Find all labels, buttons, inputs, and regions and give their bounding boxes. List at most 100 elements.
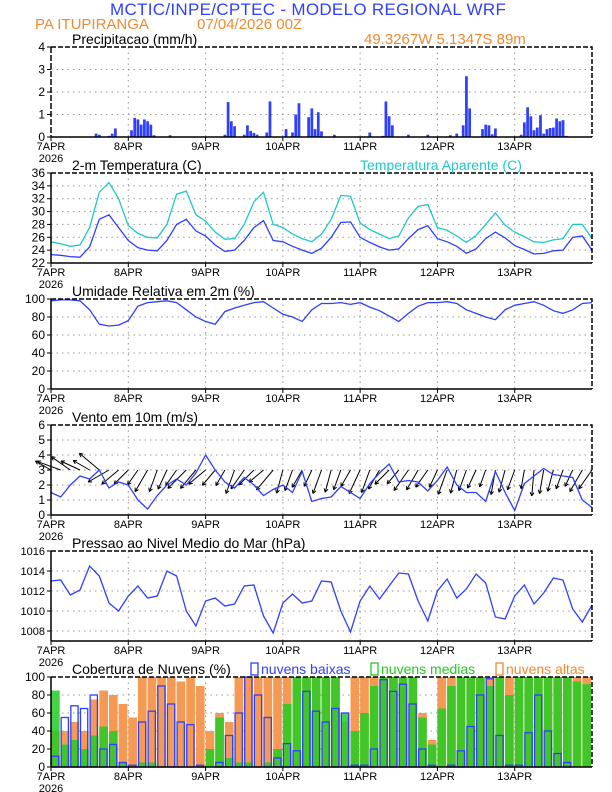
series-line-main <box>50 299 593 327</box>
precip-bar <box>545 129 549 137</box>
cloud-bar-nuvens-medias <box>456 677 466 767</box>
wind-arrow-head <box>437 490 442 495</box>
y-tick-label: 40 <box>32 724 46 738</box>
y-tick-label: 1008 <box>21 626 45 638</box>
cloud-bar-nuvens-medias <box>563 677 572 767</box>
precip-bar <box>233 126 236 137</box>
wind-arrow <box>51 456 71 471</box>
precip-bar <box>551 127 555 137</box>
series-line-main <box>50 213 593 258</box>
cloud-bar-nuvens-altas <box>176 681 186 767</box>
cloud-bar-nuvens-altas <box>224 722 234 767</box>
cloud-bar-nuvens-medias <box>292 677 302 767</box>
plot-frame <box>51 676 593 767</box>
cloud-bar-nuvens-medias <box>340 713 350 767</box>
x-tick-label: 13APR <box>497 141 532 153</box>
wind-arrow <box>312 469 322 494</box>
cloud-bar-nuvens-medias <box>224 758 234 767</box>
precip-bar <box>494 128 497 137</box>
x-tick-label: 10APR <box>265 267 300 279</box>
wind-arrow <box>406 469 419 491</box>
precip-bar <box>310 108 314 137</box>
precip-bar <box>368 132 372 137</box>
plot-frame <box>51 298 593 389</box>
wind-arrow-head <box>449 489 454 494</box>
wind-arrow-head <box>201 481 207 486</box>
cloud-bar-nuvens-medias <box>118 762 128 767</box>
station-coordinates: 49.3267W 5.1347S 89m <box>364 31 526 48</box>
x-tick-label: 8APR <box>114 141 143 153</box>
x-tick-label: 8APR <box>114 393 143 405</box>
year-label: 2026 <box>39 657 63 669</box>
panel-3 <box>47 298 593 393</box>
precip-bar <box>114 128 117 137</box>
cloud-bar-nuvens-altas <box>244 677 253 767</box>
cloud-bar-nuvens-medias <box>234 762 244 767</box>
y-tick-label: 1012 <box>21 586 45 598</box>
x-tick-label: 9APR <box>191 141 220 153</box>
precip-bar <box>268 101 272 137</box>
wind-arrow-head <box>167 484 172 489</box>
precip-bar <box>97 134 101 137</box>
cloud-bar-nuvens-medias <box>495 677 505 767</box>
precip-bar <box>130 130 133 137</box>
wind-arrow <box>165 469 177 486</box>
precip-bar <box>320 131 323 137</box>
y-tick-label: 1010 <box>21 606 45 618</box>
cloud-bar-nuvens-medias <box>524 677 534 767</box>
wind-arrow <box>36 460 61 471</box>
x-tick-label: 13APR <box>497 519 532 531</box>
precip-bar <box>529 116 533 137</box>
x-tick-label: 12APR <box>420 141 455 153</box>
wind-arrow-head <box>478 482 483 488</box>
cloud-bar-nuvens-medias <box>205 749 215 767</box>
x-tick-label: 9APR <box>191 519 220 531</box>
precip-bar <box>139 124 143 137</box>
cloud-bar-nuvens-medias <box>350 731 360 767</box>
wind-arrow <box>498 469 506 493</box>
wind-arrow-head <box>224 489 230 494</box>
x-tick-label: 8APR <box>114 771 143 783</box>
x-tick-label: 8APR <box>114 519 143 531</box>
legend-swatch-nuvens-altas <box>495 662 504 676</box>
y-tick-label: 26 <box>32 230 46 244</box>
series-line-main <box>50 453 593 513</box>
cloud-bar-nuvens-medias <box>582 684 592 767</box>
y-tick-label: 2 <box>38 478 45 492</box>
wind-arrow-head <box>537 489 543 494</box>
wind-arrow-head <box>546 487 551 492</box>
cloud-bar-nuvens-medias <box>137 762 147 767</box>
wind-arrow-head <box>564 482 569 487</box>
wind-arrow <box>238 469 255 486</box>
wind-arrow-head <box>78 452 84 458</box>
legend-nuvens-medias: nuvens medias <box>381 661 475 677</box>
panel-title: 2-m Temperatura (C) <box>72 157 202 173</box>
x-tick-label: 12APR <box>420 267 455 279</box>
wind-arrow <box>276 469 284 494</box>
cloud-bar-nuvens-medias <box>99 726 108 767</box>
y-tick-label: 80 <box>32 310 46 324</box>
cloud-bar-nuvens-medias <box>244 762 253 767</box>
precip-bar <box>519 134 523 137</box>
x-tick-label: 12APR <box>420 771 455 783</box>
x-tick-label: 9APR <box>191 771 220 783</box>
precip-bar <box>481 129 484 137</box>
precip-bar <box>136 119 140 137</box>
wind-arrow-head <box>101 480 106 485</box>
cloud-bar-nuvens-medias <box>447 686 456 767</box>
precip-bar <box>465 76 468 137</box>
cloud-bar-nuvens-altas <box>157 677 166 767</box>
station-name: PA ITUPIRANGA <box>35 16 149 33</box>
wind-arrow-head <box>489 490 494 495</box>
precip-bar <box>313 129 317 137</box>
x-tick-label: 11APR <box>343 141 377 153</box>
x-tick-label: 7APR <box>37 141 66 153</box>
x-tick-label: 13APR <box>497 393 532 405</box>
wind-arrow <box>127 469 139 486</box>
wind-arrow-head <box>393 486 398 491</box>
y-tick-label: 0 <box>38 382 45 396</box>
plot-frame <box>51 172 593 263</box>
x-tick-label: 13APR <box>497 267 532 279</box>
wind-arrow-head <box>134 487 139 493</box>
